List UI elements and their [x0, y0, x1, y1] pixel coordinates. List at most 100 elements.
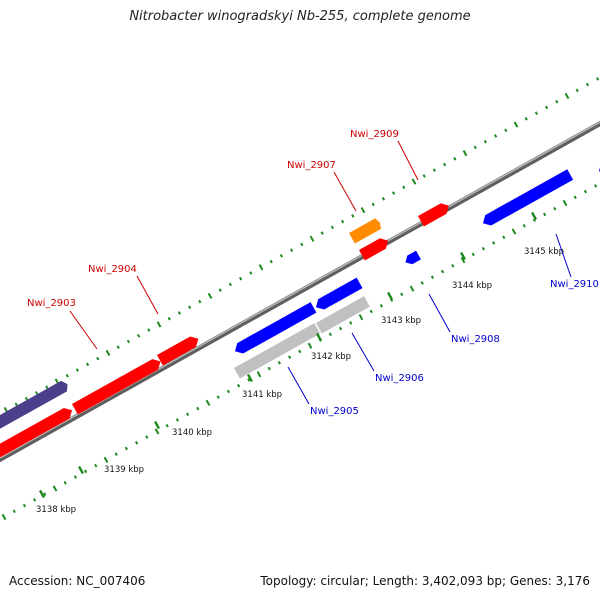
tick-dot	[371, 202, 375, 207]
tick-dot	[420, 281, 424, 285]
tick-dot	[43, 492, 47, 496]
tick-dot	[422, 174, 426, 178]
tick-dot	[575, 88, 579, 93]
tick-dot	[330, 225, 335, 230]
gene-arrow-nwi-2907[interactable]	[349, 217, 383, 244]
tick-dot	[473, 145, 477, 150]
gene-label[interactable]: Nwi_2903	[27, 298, 76, 309]
gene-label[interactable]: Nwi_2906	[375, 373, 424, 384]
tick-dot	[96, 356, 100, 361]
tick-dot	[12, 509, 16, 514]
tick-dot	[103, 456, 109, 464]
tick-dot	[481, 246, 486, 251]
gene-arrow-nwi-2904[interactable]	[157, 334, 201, 366]
tick-dot	[167, 316, 171, 321]
gene-arrow-reverse[interactable]	[232, 302, 317, 356]
tick-dot	[22, 503, 27, 508]
tick-dot	[185, 412, 190, 417]
kbp-tick-label: 3140 kbp	[172, 428, 212, 438]
reverse-tick-dots	[1, 184, 598, 521]
gene-arrow-nwi-2908[interactable]	[403, 250, 421, 267]
tick-dot	[522, 224, 526, 228]
tick-dot	[126, 339, 131, 344]
gene-label[interactable]: Nwi_2904	[88, 264, 137, 275]
tick-dot	[216, 395, 220, 399]
gene-arrow-forward[interactable]	[0, 405, 75, 458]
tick-dot	[524, 117, 528, 121]
tick-dot	[187, 305, 192, 310]
tick-dot	[279, 254, 284, 258]
tick-dot	[134, 440, 139, 445]
tick-dot	[114, 452, 118, 456]
tick-dot	[14, 402, 18, 407]
kbp-tick-mark	[316, 332, 322, 342]
gene-arrow-forward[interactable]	[359, 235, 391, 261]
gene-label[interactable]: Nwi_2910	[550, 279, 599, 290]
tick-dot	[555, 99, 559, 104]
tick-dot	[1, 513, 7, 521]
gene-arrow-nwi-2903[interactable]	[72, 356, 163, 415]
tick-dot	[156, 321, 162, 328]
gene-arrow-reverse[interactable]	[313, 277, 363, 313]
tick-dot	[289, 248, 294, 252]
tick-dot	[585, 82, 590, 87]
gene-arrow-nwi-2906[interactable]	[316, 296, 370, 334]
tick-dot	[471, 252, 475, 257]
tick-dot	[63, 480, 67, 485]
gene-label[interactable]: Nwi_2908	[451, 334, 500, 345]
tick-dot	[532, 218, 537, 222]
gene-arrow-reverse[interactable]	[596, 156, 600, 176]
tick-dot	[409, 285, 415, 292]
gene-label[interactable]: Nwi_2909	[350, 129, 399, 140]
kbp-tick-label: 3145 kbp	[524, 247, 564, 257]
gene-label-leader	[397, 140, 419, 181]
gene-arrow-nwi-2910[interactable]	[480, 169, 574, 228]
tick-dot	[277, 361, 282, 365]
tick-dot	[453, 157, 457, 161]
tick-dot	[249, 271, 253, 275]
tick-dot	[595, 77, 600, 81]
tick-dot	[451, 264, 455, 268]
tick-dot	[258, 264, 264, 271]
gene-label[interactable]: Nwi_2905	[310, 406, 359, 417]
tick-dot	[542, 212, 547, 217]
tick-dot	[154, 428, 160, 435]
tick-dot	[491, 241, 496, 245]
kbp-tick-label: 3139 kbp	[104, 465, 144, 475]
tick-dot	[177, 311, 182, 315]
tick-dot	[75, 368, 80, 372]
tick-dot	[34, 391, 39, 395]
tick-dot	[564, 92, 570, 100]
tick-dot	[411, 178, 417, 185]
tick-dot	[402, 185, 406, 190]
tick-dot	[300, 242, 304, 247]
map-title: Nitrobacter winogradskyi Nb-255, complet…	[129, 9, 471, 24]
tick-dot	[45, 385, 49, 389]
tick-dot	[205, 399, 211, 406]
tick-dot	[196, 406, 200, 411]
tick-dot	[52, 485, 58, 492]
gene-arrow-other[interactable]	[0, 379, 70, 431]
tick-dot	[513, 121, 519, 128]
tick-dot	[309, 235, 315, 242]
tick-dot	[32, 498, 37, 502]
tick-dot	[562, 199, 568, 207]
tick-dot	[24, 396, 29, 401]
gene-arrow-nwi-2909[interactable]	[418, 200, 452, 227]
tick-dot	[228, 282, 233, 287]
tick-dot	[544, 105, 549, 110]
gene-label[interactable]: Nwi_2907	[287, 160, 336, 171]
gene-arrow-nwi-2905[interactable]	[234, 323, 321, 379]
gene-label-leader	[287, 366, 310, 405]
tick-dot	[105, 349, 111, 357]
gene-label-leader	[555, 233, 572, 278]
tick-dot	[307, 342, 313, 349]
gene-label-leader	[69, 310, 98, 350]
kbp-tick-mark	[78, 465, 84, 475]
tick-dot	[369, 309, 373, 314]
tick-dot	[207, 292, 213, 299]
tick-dot	[116, 345, 120, 349]
tick-dot	[483, 139, 488, 144]
kbp-tick-label: 3144 kbp	[452, 281, 492, 291]
